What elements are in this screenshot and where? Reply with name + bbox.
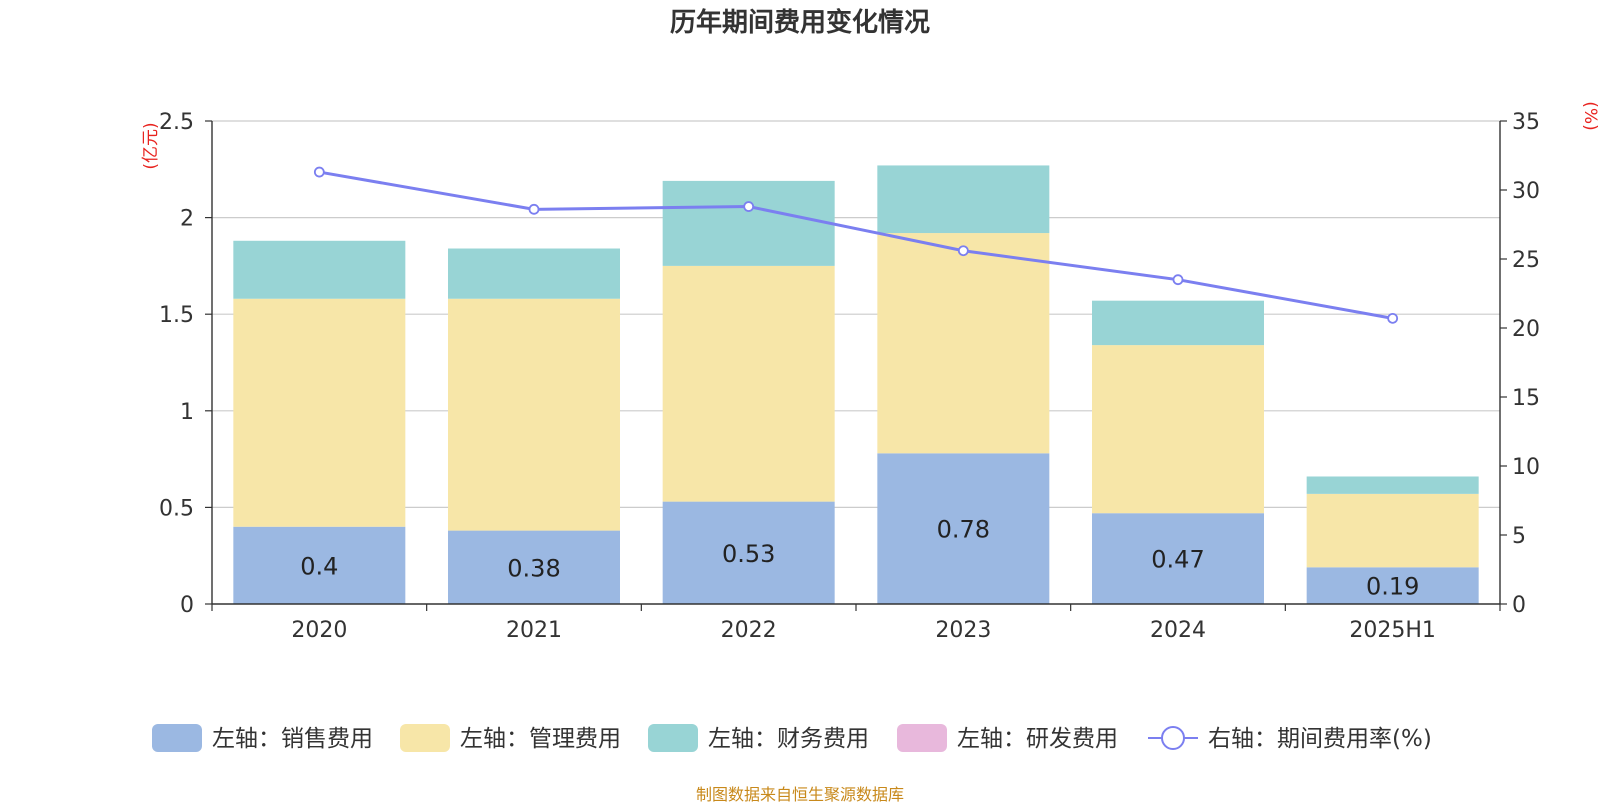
expense-rate-point [313,166,325,178]
left-axis-unit: (亿元) [141,122,161,169]
expense-rate-point [528,203,540,215]
x-axis-tick-label: 2025H1 [1349,618,1436,643]
left-axis-tick-label: 2.5 [159,110,194,135]
legend-marker-swatch [1161,726,1185,750]
legend-swatch [897,724,947,752]
expense-rate-point [957,245,969,257]
legend-label: 左轴：销售费用 [212,726,373,752]
legend-label: 左轴：管理费用 [460,726,621,752]
right-axis-tick-label: 25 [1512,248,1540,273]
legend-label: 左轴：研发费用 [957,726,1118,752]
bar-segment-1 [448,530,620,604]
left-axis-tick-label: 2 [180,207,194,232]
x-axis-tick-label: 2021 [506,618,562,643]
expense-rate-point [1172,274,1184,286]
bar-segment-2 [1092,345,1264,514]
bar-data-label: 0.19 [1366,573,1419,601]
expense-rate-line [319,170,1393,320]
right-axis-tick-label: 5 [1512,524,1526,549]
right-axis-tick-label: 35 [1512,110,1540,135]
bar-segment-1 [877,453,1050,604]
left-axis-tick-label: 1.5 [159,303,194,328]
right-axis-tick-label: 0 [1512,593,1526,618]
x-axis-tick-label: 2024 [1150,618,1206,643]
right-axis-tick-label: 30 [1512,179,1540,204]
bar-segment-3 [448,248,620,299]
bar-segment-1 [662,501,835,604]
bar-segment-2 [1306,493,1479,568]
left-axis-tick-label: 1 [180,400,194,425]
bar-segment-2 [233,298,406,527]
bar-segment-3 [1306,476,1479,494]
bar-segment-1 [233,526,406,604]
expense-rate-point [743,201,755,212]
legend-swatch [400,724,450,752]
legend-label: 右轴：期间费用率(%) [1208,726,1432,752]
bar-segment-2 [877,233,1050,454]
bar-segment-3 [877,165,1050,234]
x-axis-tick-label: 2023 [935,618,991,643]
right-axis-unit: (%) [1580,101,1600,130]
legend-label: 左轴：财务费用 [708,726,869,752]
expense-rate-point [1387,312,1399,324]
bar-data-label: 0.4 [300,552,338,580]
bar-segment-1 [1306,567,1479,604]
chart-title: 历年期间费用变化情况 [669,8,930,38]
bar-segment-3 [662,180,835,266]
left-axis-tick-label: 0 [180,593,194,618]
bar-data-label: 0.78 [937,516,990,544]
x-axis-tick-label: 2022 [721,618,777,643]
right-axis-tick-label: 15 [1512,386,1540,411]
bar-segment-1 [1092,513,1264,604]
data-source-note: 制图数据来自恒生聚源数据库 [695,785,904,804]
right-axis-tick-label: 20 [1512,317,1540,342]
bar-segment-3 [1092,300,1264,346]
x-axis-tick-label: 2020 [291,618,347,643]
bar-data-label: 0.47 [1151,546,1204,574]
right-axis-tick-label: 10 [1512,455,1540,480]
left-axis-tick-label: 0.5 [159,496,194,521]
bar-segment-2 [662,265,835,502]
legend-swatch [152,724,202,752]
bar-segment-3 [233,240,406,299]
bar-data-label: 0.38 [507,554,560,582]
legend-swatch [648,724,698,752]
bar-segment-2 [448,298,620,531]
bar-data-label: 0.53 [722,540,775,568]
